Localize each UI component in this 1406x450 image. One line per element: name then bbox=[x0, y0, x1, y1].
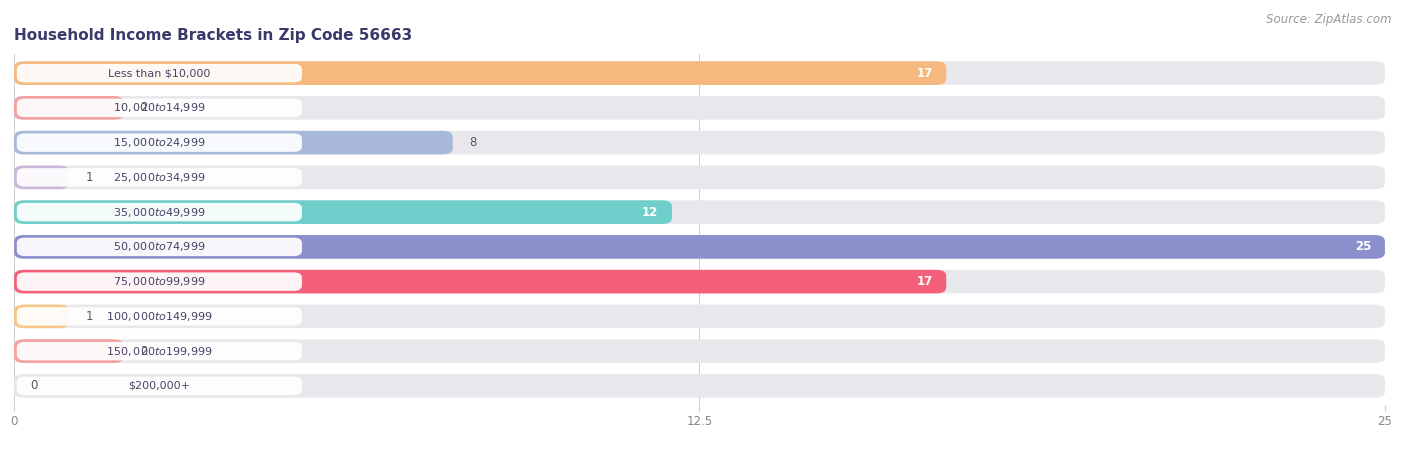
Text: 17: 17 bbox=[917, 275, 932, 288]
FancyBboxPatch shape bbox=[14, 96, 1385, 120]
Text: $100,000 to $149,999: $100,000 to $149,999 bbox=[105, 310, 212, 323]
Text: $35,000 to $49,999: $35,000 to $49,999 bbox=[112, 206, 205, 219]
Text: 2: 2 bbox=[141, 101, 148, 114]
FancyBboxPatch shape bbox=[14, 96, 124, 120]
FancyBboxPatch shape bbox=[14, 305, 1385, 328]
Text: $75,000 to $99,999: $75,000 to $99,999 bbox=[112, 275, 205, 288]
Text: $50,000 to $74,999: $50,000 to $74,999 bbox=[112, 240, 205, 253]
Text: Household Income Brackets in Zip Code 56663: Household Income Brackets in Zip Code 56… bbox=[14, 28, 412, 43]
FancyBboxPatch shape bbox=[14, 270, 946, 293]
FancyBboxPatch shape bbox=[17, 377, 302, 395]
FancyBboxPatch shape bbox=[14, 235, 1385, 259]
FancyBboxPatch shape bbox=[17, 342, 302, 360]
FancyBboxPatch shape bbox=[14, 131, 1385, 154]
FancyBboxPatch shape bbox=[14, 166, 69, 189]
FancyBboxPatch shape bbox=[14, 374, 1385, 398]
FancyBboxPatch shape bbox=[17, 238, 302, 256]
FancyBboxPatch shape bbox=[17, 272, 302, 291]
FancyBboxPatch shape bbox=[14, 166, 1385, 189]
FancyBboxPatch shape bbox=[14, 235, 1385, 259]
Text: 17: 17 bbox=[917, 67, 932, 80]
Text: $15,000 to $24,999: $15,000 to $24,999 bbox=[112, 136, 205, 149]
FancyBboxPatch shape bbox=[17, 307, 302, 326]
FancyBboxPatch shape bbox=[17, 64, 302, 82]
FancyBboxPatch shape bbox=[17, 99, 302, 117]
Text: Source: ZipAtlas.com: Source: ZipAtlas.com bbox=[1267, 14, 1392, 27]
Text: 12: 12 bbox=[643, 206, 658, 219]
Text: $25,000 to $34,999: $25,000 to $34,999 bbox=[112, 171, 205, 184]
Text: 25: 25 bbox=[1355, 240, 1371, 253]
FancyBboxPatch shape bbox=[14, 200, 672, 224]
FancyBboxPatch shape bbox=[14, 339, 1385, 363]
FancyBboxPatch shape bbox=[17, 203, 302, 221]
Text: Less than $10,000: Less than $10,000 bbox=[108, 68, 211, 78]
FancyBboxPatch shape bbox=[14, 270, 1385, 293]
Text: 0: 0 bbox=[31, 379, 38, 392]
FancyBboxPatch shape bbox=[14, 61, 946, 85]
Text: 1: 1 bbox=[86, 310, 93, 323]
FancyBboxPatch shape bbox=[14, 131, 453, 154]
FancyBboxPatch shape bbox=[14, 305, 69, 328]
Text: $200,000+: $200,000+ bbox=[128, 381, 190, 391]
Text: $10,000 to $14,999: $10,000 to $14,999 bbox=[112, 101, 205, 114]
Text: $150,000 to $199,999: $150,000 to $199,999 bbox=[105, 345, 212, 358]
Text: 2: 2 bbox=[141, 345, 148, 358]
Text: 8: 8 bbox=[470, 136, 477, 149]
FancyBboxPatch shape bbox=[14, 61, 1385, 85]
Text: 1: 1 bbox=[86, 171, 93, 184]
FancyBboxPatch shape bbox=[17, 168, 302, 187]
FancyBboxPatch shape bbox=[14, 200, 1385, 224]
FancyBboxPatch shape bbox=[17, 133, 302, 152]
FancyBboxPatch shape bbox=[14, 339, 124, 363]
